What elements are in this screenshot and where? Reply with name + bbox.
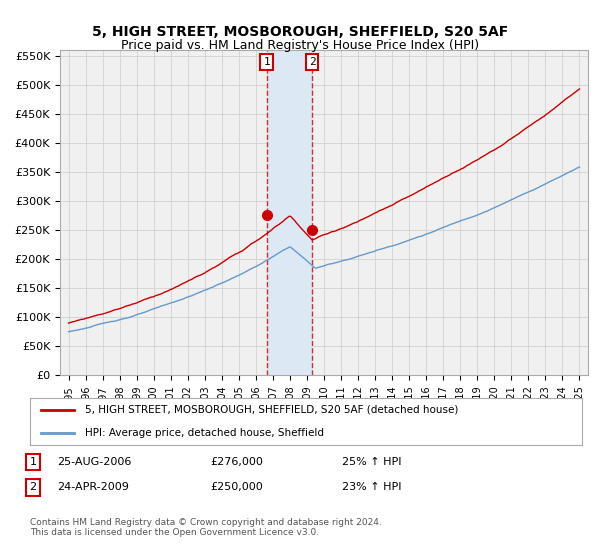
Text: 5, HIGH STREET, MOSBOROUGH, SHEFFIELD, S20 5AF: 5, HIGH STREET, MOSBOROUGH, SHEFFIELD, S… [92,25,508,39]
Text: £250,000: £250,000 [210,482,263,492]
Text: 23% ↑ HPI: 23% ↑ HPI [342,482,401,492]
Text: 25-AUG-2006: 25-AUG-2006 [57,457,131,467]
Text: HPI: Average price, detached house, Sheffield: HPI: Average price, detached house, Shef… [85,428,324,438]
Text: 25% ↑ HPI: 25% ↑ HPI [342,457,401,467]
Text: 2: 2 [309,57,316,67]
Text: 24-APR-2009: 24-APR-2009 [57,482,129,492]
Text: 5, HIGH STREET, MOSBOROUGH, SHEFFIELD, S20 5AF (detached house): 5, HIGH STREET, MOSBOROUGH, SHEFFIELD, S… [85,404,458,414]
Text: Contains HM Land Registry data © Crown copyright and database right 2024.
This d: Contains HM Land Registry data © Crown c… [30,518,382,538]
Text: 1: 1 [263,57,270,67]
Bar [266,50,312,375]
Text: 1: 1 [29,457,37,467]
Text: Price paid vs. HM Land Registry's House Price Index (HPI): Price paid vs. HM Land Registry's House … [121,39,479,52]
Text: £276,000: £276,000 [210,457,263,467]
Text: 2: 2 [29,482,37,492]
